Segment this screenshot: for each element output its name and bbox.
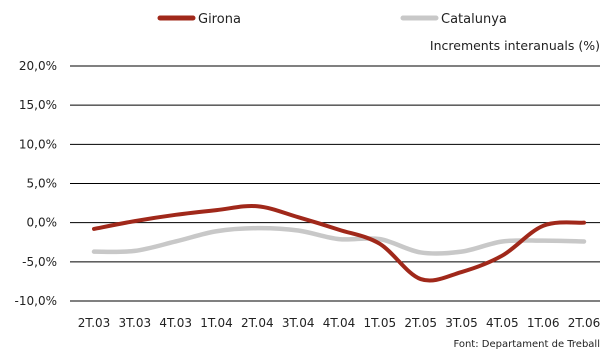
y-tick-label: -5,0% xyxy=(22,255,57,269)
legend-label-catalunya: Catalunya xyxy=(441,12,507,27)
chart-subtitle: Increments interanuals (%) xyxy=(430,38,600,53)
series-line-catalunya xyxy=(91,225,587,256)
x-tick-label: 2T.03 xyxy=(78,316,111,330)
gridlines xyxy=(70,65,600,302)
x-axis-ticks: 2T.03 3T.03 4T.03 1T.04 2T.04 3T.04 4T.04 1T.05… xyxy=(78,316,601,330)
y-tick-label: 5,0% xyxy=(27,177,58,191)
y-tick-label: -10,0% xyxy=(15,294,57,308)
x-tick-label: 4T.03 xyxy=(159,316,192,330)
series-lines xyxy=(91,203,587,283)
legend-label-girona: Girona xyxy=(198,12,241,27)
series-line-girona xyxy=(92,203,586,283)
x-tick-label: 4T.05 xyxy=(486,316,519,330)
x-tick-label: 3T.04 xyxy=(282,316,315,330)
x-tick-label: 2T.05 xyxy=(404,316,437,330)
x-tick-label: 2T.04 xyxy=(241,316,274,330)
x-tick-label: 1T.04 xyxy=(200,316,233,330)
x-tick-label: 1T.05 xyxy=(364,316,397,330)
x-tick-label: 2T.06 xyxy=(568,316,601,330)
y-tick-label: 0,0% xyxy=(27,216,58,230)
x-tick-label: 3T.03 xyxy=(119,316,152,330)
y-tick-label: 10,0% xyxy=(19,137,57,151)
legend: Girona Catalunya xyxy=(157,12,507,27)
x-tick-label: 4T.04 xyxy=(323,316,356,330)
y-tick-label: 20,0% xyxy=(19,59,57,73)
source-note: Font: Departament de Treball xyxy=(453,339,600,350)
y-tick-label: 15,0% xyxy=(19,98,57,112)
x-tick-label: 3T.05 xyxy=(445,316,478,330)
y-axis-ticks: -10,0% -5,0% 0,0% 5,0% 10,0% 15,0% 20,0% xyxy=(15,59,57,308)
x-tick-label: 1T.06 xyxy=(527,316,560,330)
